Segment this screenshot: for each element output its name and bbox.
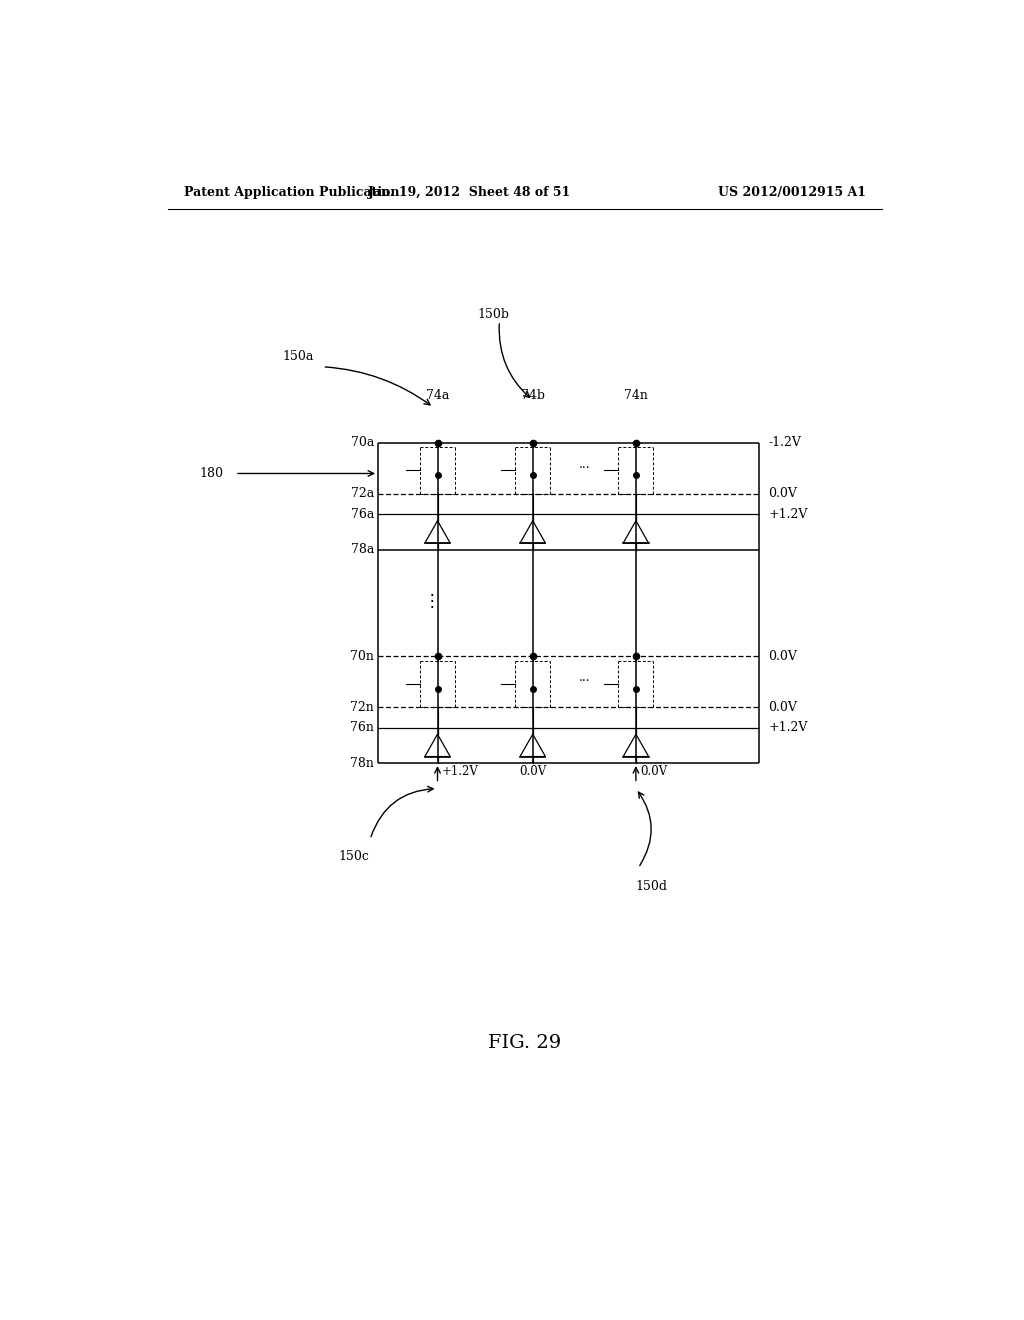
Text: 74b: 74b [521, 389, 545, 403]
Text: 0.0V: 0.0V [768, 487, 798, 500]
Text: +1.2V: +1.2V [768, 508, 808, 520]
Text: Patent Application Publication: Patent Application Publication [183, 186, 399, 199]
Text: 78n: 78n [350, 756, 374, 770]
Text: 180: 180 [200, 467, 223, 480]
Text: 0.0V: 0.0V [519, 766, 547, 779]
Text: 150d: 150d [636, 880, 668, 894]
Text: +1.2V: +1.2V [441, 766, 478, 779]
Text: 0.0V: 0.0V [768, 701, 798, 714]
Text: 72n: 72n [350, 701, 374, 714]
Text: 0.0V: 0.0V [640, 766, 667, 779]
Text: US 2012/0012915 A1: US 2012/0012915 A1 [718, 186, 866, 199]
Text: +1.2V: +1.2V [768, 721, 808, 734]
Text: 70n: 70n [350, 649, 374, 663]
Text: ⋮: ⋮ [423, 591, 440, 610]
Text: -1.2V: -1.2V [768, 437, 802, 450]
Text: 150a: 150a [283, 350, 314, 363]
Text: 150b: 150b [477, 308, 509, 321]
Text: 150c: 150c [338, 850, 370, 862]
Text: 76a: 76a [350, 508, 374, 520]
Text: 76n: 76n [350, 721, 374, 734]
Text: 72a: 72a [351, 487, 374, 500]
Text: 0.0V: 0.0V [768, 649, 798, 663]
Text: ···: ··· [579, 676, 590, 688]
Text: 78a: 78a [350, 544, 374, 556]
Text: ···: ··· [579, 462, 590, 475]
Text: 70a: 70a [350, 437, 374, 450]
Text: FIG. 29: FIG. 29 [488, 1034, 561, 1052]
Text: Jan. 19, 2012  Sheet 48 of 51: Jan. 19, 2012 Sheet 48 of 51 [368, 186, 570, 199]
Text: 74n: 74n [624, 389, 648, 403]
Text: 74a: 74a [426, 389, 450, 403]
